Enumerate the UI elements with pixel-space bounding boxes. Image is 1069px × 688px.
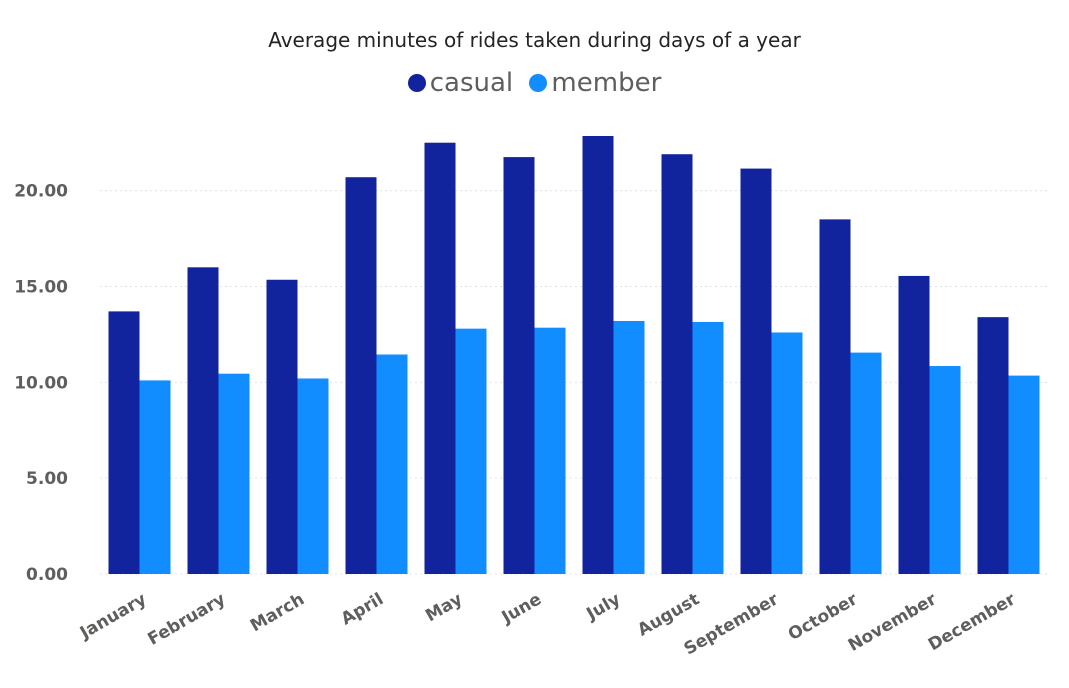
legend-item-member[interactable]: member [529, 68, 661, 98]
bar-casual-june[interactable] [503, 157, 535, 575]
legend-label-member: member [551, 68, 662, 98]
legend-label-casual: casual [429, 68, 514, 98]
bar-member-august[interactable] [692, 321, 724, 574]
x-tick-label-april: April [338, 589, 387, 629]
bar-casual-january[interactable] [108, 311, 140, 574]
x-tick-label-august: August [634, 589, 703, 640]
bar-member-may[interactable] [455, 328, 487, 574]
bar-casual-august[interactable] [661, 154, 693, 574]
legend-marker-casual [407, 74, 426, 92]
bar-member-march[interactable] [297, 378, 329, 574]
bar-casual-april[interactable] [345, 177, 377, 574]
bar-casual-february[interactable] [187, 267, 219, 574]
bar-casual-may[interactable] [424, 142, 456, 574]
bar-member-april[interactable] [376, 354, 408, 574]
bar-member-september[interactable] [771, 332, 803, 574]
y-axis-ticks: 0.00 5.00 10.00 15.00 20.00 [14, 182, 68, 585]
y-tick-label: 15.00 [14, 277, 68, 297]
bar-member-june[interactable] [534, 327, 566, 574]
bar-casual-december[interactable] [977, 317, 1009, 574]
x-tick-label-july: July [583, 589, 624, 624]
legend-item-casual[interactable]: casual [407, 68, 514, 98]
bar-member-july[interactable] [613, 320, 645, 574]
bar-casual-july[interactable] [582, 136, 614, 574]
y-tick-label: 0.00 [26, 565, 68, 585]
gridlines [100, 190, 1048, 575]
y-tick-label: 5.00 [26, 469, 68, 489]
bar-member-december[interactable] [1008, 375, 1040, 574]
y-tick-label: 20.00 [14, 182, 68, 202]
bar-member-november[interactable] [929, 366, 961, 574]
chart-title: Average minutes of rides taken during da… [268, 28, 801, 52]
bar-casual-november[interactable] [898, 275, 930, 574]
bar-member-october[interactable] [850, 352, 882, 574]
x-tick-label-february: February [144, 589, 229, 649]
legend-marker-member [529, 74, 548, 92]
bar-casual-october[interactable] [819, 219, 851, 574]
y-tick-label: 10.00 [14, 373, 68, 393]
x-tick-label-november: November [845, 589, 941, 656]
bars [108, 136, 1040, 575]
x-tick-label-may: May [422, 589, 466, 626]
x-tick-label-june: June [498, 589, 545, 628]
legend: casual member [0, 68, 1069, 99]
bar-casual-september[interactable] [740, 168, 772, 574]
bar-member-february[interactable] [218, 373, 250, 574]
x-tick-label-march: March [247, 589, 308, 636]
bar-casual-march[interactable] [266, 279, 298, 574]
x-tick-label-january: January [76, 589, 150, 643]
x-tick-label-december: December [925, 589, 1020, 655]
bar-member-january[interactable] [139, 380, 171, 574]
